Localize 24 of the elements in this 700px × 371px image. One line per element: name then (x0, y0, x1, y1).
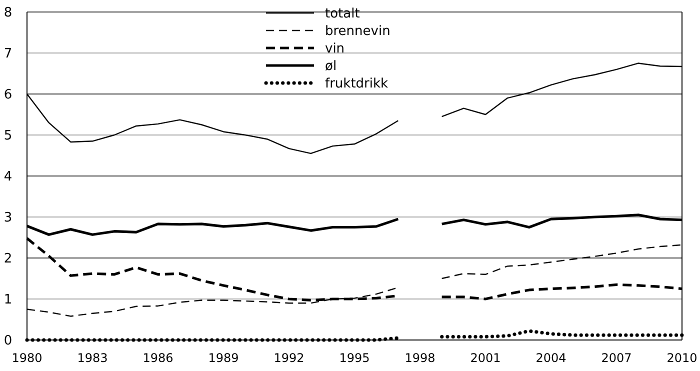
legend-label: brennevin (325, 24, 390, 40)
x-tick-label: 1983 (77, 351, 108, 365)
x-tick-label: 2010 (666, 351, 698, 365)
y-tick-label: 5 (4, 128, 12, 144)
legend-label: fruktdrikk (325, 76, 389, 92)
y-tick-label: 8 (4, 6, 12, 21)
legend-label: øl (325, 59, 337, 74)
x-tick-label: 2001 (470, 351, 501, 365)
y-tick-label: 2 (4, 252, 12, 267)
y-tick-label: 7 (4, 46, 12, 62)
x-tick-label: 1992 (274, 351, 304, 365)
y-tick-label: 4 (4, 170, 12, 185)
x-tick-label: 2007 (601, 351, 632, 365)
x-tick-label: 1986 (142, 351, 174, 365)
x-tick-label: 1998 (404, 351, 436, 365)
y-tick-label: 1 (4, 292, 12, 308)
y-tick-label: 3 (4, 210, 12, 226)
legend-label: vin (325, 42, 345, 57)
x-tick-label: 2004 (536, 351, 566, 365)
x-tick-label: 1995 (339, 351, 370, 365)
y-tick-label: 6 (4, 88, 12, 103)
x-tick-label: 1989 (208, 351, 239, 365)
y-tick-label: 0 (4, 334, 12, 349)
x-tick-label: 1980 (12, 351, 42, 365)
